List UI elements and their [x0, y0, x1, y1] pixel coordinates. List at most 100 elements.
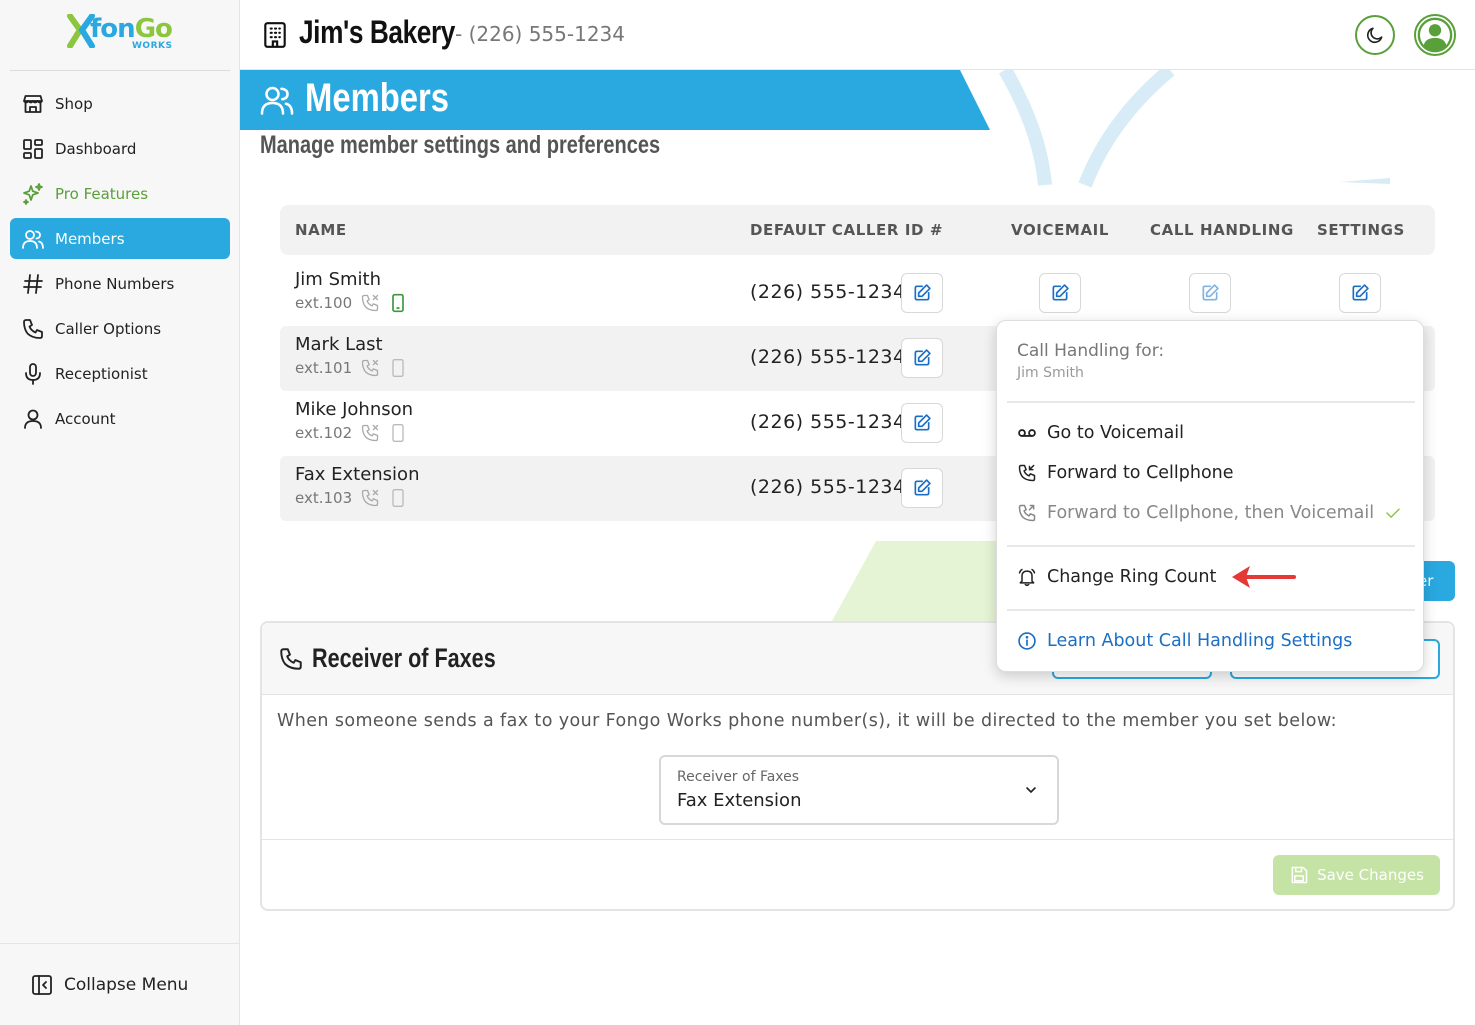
select-value: Fax Extension: [677, 790, 802, 811]
member-name: Jim Smith: [295, 269, 381, 290]
extension-label: ext.100: [295, 294, 353, 312]
business-phone: - (226) 555-1234: [455, 22, 625, 46]
edit-icon: [914, 414, 931, 431]
member-extension: ext.100: [295, 293, 408, 313]
menu-item-label: Learn About Call Handling Settings: [1047, 631, 1353, 651]
decorative-background-shape: [998, 70, 1390, 188]
phone-missed-icon: [360, 293, 380, 313]
column-header-voicemail: VOICEMAIL: [1011, 221, 1110, 239]
edit-caller-id-button[interactable]: [901, 273, 943, 313]
collapse-menu-button[interactable]: Collapse Menu: [0, 943, 240, 1025]
edit-call-handling-button[interactable]: [1189, 273, 1231, 313]
microphone-icon: [21, 362, 45, 386]
menu-title: Call Handling for:: [1017, 341, 1165, 361]
menu-item-forward-to-cellphone[interactable]: Forward to Cellphone: [1017, 463, 1234, 483]
logo-wordmark: fonGo: [90, 14, 173, 44]
edit-icon: [1352, 284, 1369, 301]
edit-icon: [1052, 284, 1069, 301]
members-table-header: NAME DEFAULT CALLER ID # VOICEMAIL CALL …: [280, 205, 1435, 255]
cellphone-icon: [388, 488, 408, 508]
users-icon: [21, 227, 45, 251]
info-icon: [1017, 631, 1037, 651]
menu-item-label: Go to Voicemail: [1047, 423, 1185, 443]
card-title: Receiver of Faxes: [312, 643, 496, 673]
dark-mode-toggle[interactable]: [1355, 15, 1395, 55]
member-name: Mark Last: [295, 334, 383, 355]
menu-item-learn-call-handling[interactable]: Learn About Call Handling Settings: [1017, 631, 1352, 651]
phone-missed-icon: [360, 423, 380, 443]
caller-id-number: (226) 555-1234: [750, 281, 906, 303]
member-extension: ext.102: [295, 423, 408, 443]
menu-divider: [1007, 401, 1415, 403]
save-changes-button[interactable]: Save Changes: [1273, 855, 1440, 895]
edit-voicemail-button[interactable]: [1039, 273, 1081, 313]
sidebar-item-receptionist[interactable]: Receptionist: [10, 353, 230, 394]
fax-description: When someone sends a fax to your Fongo W…: [277, 711, 1337, 731]
sidebar-item-phone-numbers[interactable]: Phone Numbers: [10, 263, 230, 304]
menu-item-go-to-voicemail[interactable]: Go to Voicemail: [1017, 423, 1184, 443]
user-icon: [21, 407, 45, 431]
sidebar-item-account[interactable]: Account: [10, 398, 230, 439]
building-icon: [262, 21, 288, 53]
annotation-arrow-icon: [1232, 566, 1296, 588]
column-header-name: NAME: [295, 221, 347, 239]
hash-icon: [21, 272, 45, 296]
edit-caller-id-button[interactable]: [901, 403, 943, 443]
sidebar-item-pro-features[interactable]: Pro Features: [10, 173, 230, 214]
edit-icon: [914, 349, 931, 366]
menu-divider: [1007, 609, 1415, 611]
user-avatar-icon: [1417, 17, 1453, 53]
member-extension: ext.103: [295, 488, 408, 508]
sidebar-item-label: Phone Numbers: [55, 274, 175, 293]
sidebar-item-label: Dashboard: [55, 139, 137, 158]
phone-missed-icon: [360, 488, 380, 508]
sidebar-item-label: Receptionist: [55, 364, 148, 383]
call-handling-menu: Call Handling for: Jim Smith Go to Voice…: [996, 320, 1424, 672]
edit-icon: [914, 284, 931, 301]
menu-divider: [1007, 545, 1415, 547]
business-name: Jim's Bakery: [299, 14, 455, 50]
extension-label: ext.103: [295, 489, 353, 507]
page-title: Members: [305, 76, 450, 120]
edit-caller-id-button[interactable]: [901, 338, 943, 378]
sidebar-nav: Shop Dashboard Pro Features Members Phon…: [10, 83, 230, 443]
column-header-settings: SETTINGS: [1317, 221, 1405, 239]
caller-id-number: (226) 555-1234: [750, 476, 906, 498]
member-extension: ext.101: [295, 358, 408, 378]
fax-receiver-select[interactable]: Receiver of Faxes Fax Extension: [659, 755, 1059, 825]
sidebar-item-shop[interactable]: Shop: [10, 83, 230, 124]
edit-settings-button[interactable]: [1339, 273, 1381, 313]
bell-ring-icon: [1017, 567, 1037, 587]
avatar[interactable]: [1414, 14, 1456, 56]
column-header-caller-id: DEFAULT CALLER ID #: [750, 221, 944, 239]
extension-label: ext.102: [295, 424, 353, 442]
menu-item-change-ring-count[interactable]: Change Ring Count: [1017, 567, 1216, 587]
collapse-sidebar-icon: [30, 973, 54, 997]
member-name: Fax Extension: [295, 464, 420, 485]
sparkles-icon: [21, 182, 45, 206]
edit-icon: [1202, 284, 1219, 301]
users-icon: [258, 82, 296, 122]
sidebar-item-caller-options[interactable]: Caller Options: [10, 308, 230, 349]
sidebar-item-label: Members: [55, 229, 125, 248]
page-banner: Members: [240, 70, 990, 130]
sidebar-item-members[interactable]: Members: [10, 218, 230, 259]
logo-subtitle: WORKS: [132, 41, 173, 51]
column-header-call-handling: CALL HANDLING: [1150, 221, 1294, 239]
fongo-works-logo[interactable]: fonGo WORKS: [66, 8, 176, 56]
menu-item-label: Change Ring Count: [1047, 567, 1217, 587]
collapse-menu-label: Collapse Menu: [64, 974, 189, 995]
cellphone-icon: [388, 423, 408, 443]
sidebar-item-label: Pro Features: [55, 184, 149, 203]
menu-item-forward-then-voicemail[interactable]: Forward to Cellphone, then Voicemail: [1017, 503, 1402, 523]
dashboard-icon: [21, 137, 45, 161]
cellphone-active-icon: [388, 293, 408, 313]
edit-caller-id-button[interactable]: [901, 468, 943, 508]
phone-forward-icon: [1017, 463, 1037, 483]
sidebar: fonGo WORKS Shop Dashboard Pro Features: [0, 0, 240, 1025]
sidebar-divider: [10, 70, 230, 71]
sidebar-item-dashboard[interactable]: Dashboard: [10, 128, 230, 169]
cellphone-icon: [388, 358, 408, 378]
phone-icon: [21, 317, 45, 341]
menu-member-name: Jim Smith: [1017, 365, 1084, 381]
